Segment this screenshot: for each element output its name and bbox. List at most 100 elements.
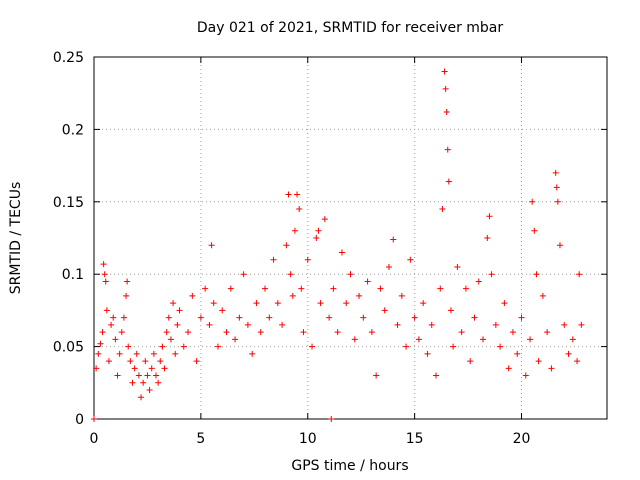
data-point <box>471 314 478 321</box>
data-point <box>257 329 264 336</box>
data-point <box>527 336 534 343</box>
data-point <box>347 271 354 278</box>
data-point <box>291 227 298 234</box>
data-point <box>124 278 131 285</box>
data-point <box>127 358 134 365</box>
data-point <box>351 336 358 343</box>
data-point <box>129 379 136 386</box>
data-point <box>475 278 482 285</box>
data-point <box>274 300 281 307</box>
data-point <box>556 242 563 249</box>
data-point <box>450 343 457 350</box>
data-point <box>206 321 213 328</box>
x-tick-label: 5 <box>196 431 205 447</box>
data-point <box>287 271 294 278</box>
tick-labels: 0 5 10 15 20 0 0.05 0.1 0.15 0.2 0.25 <box>53 50 531 447</box>
data-point <box>240 271 247 278</box>
data-point <box>140 379 147 386</box>
data-point <box>249 350 256 357</box>
y-tick-label: 0.1 <box>62 267 84 283</box>
data-point <box>328 416 335 422</box>
y-tick-label: 0 <box>75 412 84 428</box>
data-point <box>270 256 277 263</box>
data-point <box>108 321 115 328</box>
data-point <box>505 365 512 372</box>
data-point <box>497 343 504 350</box>
data-point <box>578 321 585 328</box>
data-point <box>385 263 392 270</box>
data-point <box>565 350 572 357</box>
data-point <box>424 350 431 357</box>
data-point <box>576 271 583 278</box>
data-point <box>437 285 444 292</box>
data-point <box>159 343 166 350</box>
data-point <box>544 329 551 336</box>
data-point <box>447 307 454 314</box>
data-point <box>91 416 97 422</box>
data-point <box>321 216 328 223</box>
y-axis-label: SRMTID / TECUs <box>8 182 24 295</box>
data-point <box>338 249 345 256</box>
data-point <box>377 285 384 292</box>
data-point <box>97 340 104 347</box>
data-point <box>501 300 508 307</box>
data-point <box>116 350 123 357</box>
data-point <box>123 292 130 299</box>
data-point <box>120 314 127 321</box>
data-point <box>138 394 145 401</box>
data-point <box>394 321 401 328</box>
data-point <box>518 314 525 321</box>
data-point <box>531 227 538 234</box>
data-point <box>554 198 561 205</box>
data-point <box>522 372 529 379</box>
data-point <box>364 278 371 285</box>
data-point <box>236 314 243 321</box>
data-point <box>148 365 155 372</box>
data-point <box>135 372 142 379</box>
data-point <box>227 285 234 292</box>
data-point <box>101 271 108 278</box>
x-tick-label: 0 <box>90 431 99 447</box>
data-point <box>161 365 168 372</box>
data-point <box>415 336 422 343</box>
data-point <box>133 350 140 357</box>
data-point <box>343 300 350 307</box>
data-point <box>294 191 301 198</box>
data-point <box>390 236 397 243</box>
data-point <box>514 350 521 357</box>
data-point <box>488 271 495 278</box>
data-point <box>174 321 181 328</box>
data-point <box>317 300 324 307</box>
data-point <box>561 321 568 328</box>
data-point <box>150 350 157 357</box>
data-point <box>219 307 226 314</box>
data-point <box>381 307 388 314</box>
data-point <box>529 198 536 205</box>
data-point <box>411 314 418 321</box>
x-tick-label: 10 <box>299 431 317 447</box>
data-point <box>210 300 217 307</box>
data-point <box>110 314 117 321</box>
y-tick-label: 0.05 <box>53 340 84 356</box>
tick-marks <box>93 56 607 420</box>
data-point <box>313 235 320 241</box>
data-point <box>95 350 102 357</box>
data-point <box>103 307 110 314</box>
data-point <box>398 292 405 299</box>
data-point <box>185 329 192 336</box>
data-point <box>492 321 499 328</box>
data-point <box>467 358 474 365</box>
data-point <box>112 336 119 343</box>
data-point <box>114 372 121 379</box>
data-point <box>509 329 516 336</box>
data-point <box>152 372 159 379</box>
data-point <box>131 365 138 372</box>
data-point <box>193 358 200 365</box>
data-point <box>553 184 560 191</box>
y-tick-label: 0.2 <box>62 122 84 138</box>
data-point <box>300 329 307 336</box>
data-point <box>462 285 469 292</box>
data-point <box>373 372 380 379</box>
